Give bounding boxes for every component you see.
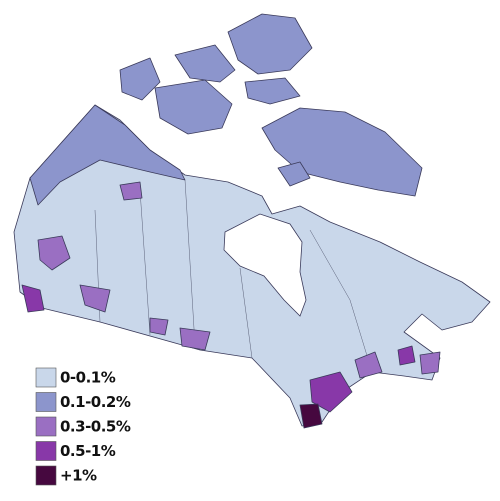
region xyxy=(21,284,45,313)
hudson-bay xyxy=(223,213,307,317)
legend-label: 0-0.1% xyxy=(60,369,116,387)
legend-label: 0.5-1% xyxy=(60,442,116,460)
region xyxy=(119,181,143,201)
central-islands xyxy=(174,44,236,83)
border xyxy=(139,189,151,336)
region xyxy=(79,284,111,313)
region xyxy=(37,235,71,271)
devon-island xyxy=(244,77,301,105)
ellesmere-island xyxy=(227,13,313,75)
legend-swatch xyxy=(35,465,57,486)
region xyxy=(179,327,211,351)
region xyxy=(354,351,383,379)
banks-island xyxy=(119,57,161,101)
southampton-island xyxy=(277,161,311,187)
border xyxy=(309,229,373,373)
baffin-island xyxy=(261,107,423,197)
region xyxy=(309,371,353,413)
legend-swatch xyxy=(35,441,57,461)
legend-swatch xyxy=(35,392,57,412)
region xyxy=(397,345,416,366)
region xyxy=(299,403,323,429)
legend-label: 0.1-0.2% xyxy=(60,393,131,411)
legend-swatch xyxy=(35,367,57,388)
legend-label: 0.3-0.5% xyxy=(60,418,131,436)
region xyxy=(149,317,169,336)
legend-label: +1% xyxy=(60,467,97,485)
border xyxy=(184,179,196,346)
border xyxy=(239,267,253,359)
legend-swatch xyxy=(35,416,57,437)
legend: 0-0.1% 0.1-0.2% 0.3-0.5% 0.5-1% +1% xyxy=(35,367,131,486)
region xyxy=(419,351,441,375)
victoria-island xyxy=(154,79,233,135)
